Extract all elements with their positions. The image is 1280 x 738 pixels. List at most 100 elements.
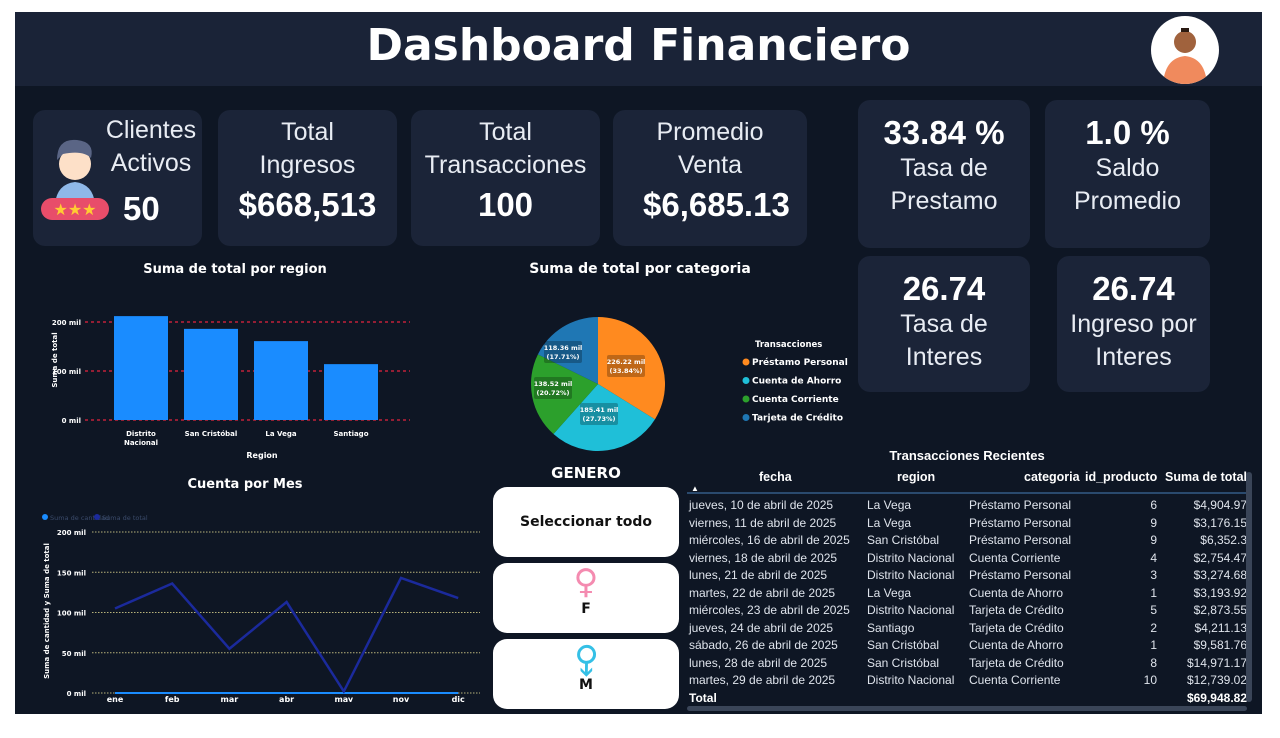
table-cell: Distrito Nacional [867,568,955,582]
legend-marker [742,414,750,421]
gender-m-button[interactable]: ♂ M [493,633,679,709]
gender-f-button[interactable]: ♀ F [493,563,679,633]
total-label: Total [689,690,717,705]
column-header-categoria[interactable]: categoria [1024,470,1080,484]
table-cell: San Cristóbal [867,533,940,547]
kpi-label: Total Ingresos [259,118,356,179]
pie-slice [598,317,665,420]
table-cell: martes, 22 de abril de 2025 [689,585,836,600]
x-tick-label: Distrito Nacional [124,430,158,447]
table-cell: Tarjeta de Crédito [969,603,1064,617]
table-cell: 2 [1150,620,1157,635]
legend-item: Suma de total [102,514,148,522]
kpi-value: 1.0 % [1085,114,1170,151]
table-cell: 1 [1150,638,1157,652]
table-row[interactable]: martes, 22 de abril de 2025 La Vega Cuenta… [687,586,1247,603]
column-header-fecha[interactable]: fecha [759,470,792,484]
y-tick-label: 0 mil [67,690,86,698]
table-cell: La Vega [867,498,912,512]
select-all-button[interactable]: Seleccionar todo [493,487,679,557]
y-axis-label: Suma de total [51,332,59,387]
dashboard: Dashboard Financiero ★★★ Clientes Activo… [15,12,1262,714]
data-label: 118.36 mil (17.71%) [544,344,583,361]
table-cell: 9 [1150,515,1157,530]
table-cell: jueves, 24 de abril de 2025 [689,620,834,635]
y-tick-label: 150 mil [57,569,86,577]
table-cell: 5 [1150,603,1157,617]
table-cell: 3 [1150,568,1157,582]
gender-label: M [579,677,593,693]
data-label-box [580,403,618,425]
table-title: Transacciones Recientes [889,448,1045,463]
table-row[interactable]: martes, 29 de abril de 2025 Distrito Naci… [687,673,1247,690]
legend-marker [42,514,48,520]
table-cell: $4,904.97 [1193,498,1247,512]
kpi-value: $668,513 [238,186,377,223]
legend-marker [742,377,750,384]
header-divider [687,492,1247,494]
kpi-saldo-promedio: 1.0 % Saldo Promedio [1045,100,1210,248]
kpi-clientes-activos: ★★★ Clientes Activos 50 [33,110,202,246]
column-header-id-producto[interactable]: id_producto [1085,470,1158,484]
kpi-label: Clientes Activos [105,116,197,177]
table-cell: viernes, 11 de abril de 2025 [689,515,837,530]
kpi-label: Ingreso por Interes [1070,310,1197,371]
table-cell: La Vega [867,515,912,530]
table-cell: Distrito Nacional [867,550,955,565]
line-chart: 0 mil 50 mil 100 mil 150 mil 200 mil ene feb ma… [42,514,480,702]
table-cell: Préstamo Personal [969,498,1072,512]
y-tick-label: 0 mil [62,417,81,425]
table-cell: Préstamo Personal [969,515,1072,530]
table-cell: miércoles, 23 de abril de 2025 [689,603,850,617]
table-cell: $4,211.13 [1194,620,1248,635]
table-row[interactable]: jueves, 24 de abril de 2025 Santiago Tarje… [687,621,1247,638]
kpi-value: 33.84 % [883,114,1005,151]
kpi-tasa-prestamo: 33.84 % Tasa de Prestamo [858,100,1030,248]
pie-chart-title: Suma de total por categoria [529,261,751,277]
column-header-suma-total[interactable]: Suma de total [1165,470,1247,484]
table-row[interactable]: miércoles, 23 de abril de 2025 Distrito N… [687,603,1247,620]
table-total-row: Total $69,948.82 [687,691,1247,708]
column-header-region[interactable]: region [897,470,936,484]
table-cell: $3,274.68 [1193,568,1247,582]
line-chart-title: Cuenta por Mes [187,477,303,492]
genero-title: GENERO [551,464,621,482]
data-label-box [544,341,582,363]
client-rating-icon: ★★★ [41,139,109,220]
kpi-value: $6,685.13 [643,186,790,223]
table-row[interactable]: sábado, 26 de abril de 2025 San Cristóbal… [687,638,1247,655]
total-value: $69,948.82 [1186,690,1247,705]
table-row[interactable]: viernes, 11 de abril de 2025 La Vega Prést… [687,516,1247,533]
table-row[interactable]: lunes, 28 de abril de 2025 San Cristóbal T… [687,656,1247,673]
y-axis-label: Suma de cantidad y Suma de total [43,543,51,679]
table-cell: $3,176.15 [1193,515,1247,530]
table-cell: 1 [1150,585,1157,600]
table-row[interactable]: lunes, 21 de abril de 2025 Distrito Nacio… [687,568,1247,585]
kpi-total-ingresos: Total Ingresos $668,513 [218,110,397,246]
legend-item: Cuenta de Ahorro [752,377,841,387]
kpi-total-transacciones: Total Transacciones 100 [411,110,600,246]
transactions-table: Transacciones Recientes fecha region cat… [687,444,1253,712]
table-row[interactable]: viernes, 18 de abril de 2025 Distrito Nac… [687,551,1247,568]
data-label-box [534,377,572,399]
x-tick-label: abr [279,695,294,702]
page-title: Dashboard Financiero [366,20,911,71]
table-cell: $14,971.17 [1186,655,1247,670]
table-cell: La Vega [867,585,912,600]
table-cell: lunes, 28 de abril de 2025 [689,655,828,670]
table-row[interactable]: miércoles, 16 de abril de 2025 San Cristó… [687,533,1247,550]
table-row[interactable]: jueves, 10 de abril de 2025 La Vega Présta… [687,498,1247,515]
table-cell: sábado, 26 de abril de 2025 [689,638,838,652]
table-cell: Tarjeta de Crédito [969,620,1064,635]
svg-text:★★★: ★★★ [53,200,96,219]
x-tick-label: San Cristóbal [185,430,238,438]
pie-slice [553,384,655,451]
legend-marker [742,358,750,366]
sort-asc-icon[interactable]: ▲ [691,484,699,493]
bar [254,341,308,420]
table-cell: jueves, 10 de abril de 2025 [689,498,834,512]
vertical-scrollbar[interactable] [1246,472,1252,702]
horizontal-scrollbar[interactable] [687,706,1247,711]
data-label-box [607,355,645,377]
kpi-value: 26.74 [1092,270,1175,307]
